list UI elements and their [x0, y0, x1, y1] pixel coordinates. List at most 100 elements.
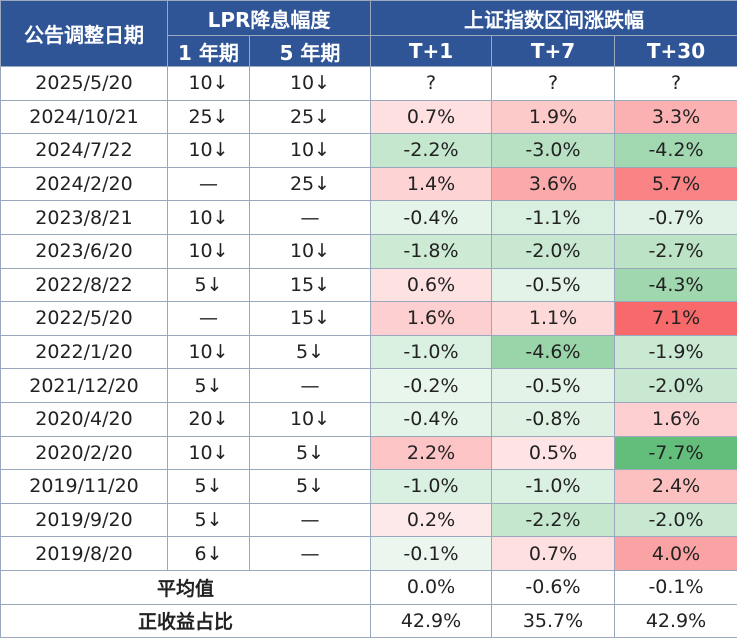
date-cell: 2020/2/20: [1, 436, 168, 470]
t7-cell: -2.2%: [492, 503, 615, 537]
t7-cell: -1.0%: [492, 470, 615, 504]
lpr-5y-cell: —: [250, 201, 371, 235]
header-lpr-1y: 1 年期: [168, 36, 250, 67]
lpr-5y-cell: 15↓: [250, 302, 371, 336]
date-cell: 2022/1/20: [1, 335, 168, 369]
positive-ratio-t30: 42.9%: [615, 604, 737, 638]
t30-cell: -2.7%: [615, 234, 737, 268]
t7-cell: -2.0%: [492, 234, 615, 268]
average-t1: 0.0%: [371, 570, 492, 604]
t1-cell: 2.2%: [371, 436, 492, 470]
header-date: 公告调整日期: [1, 1, 168, 67]
t30-cell: 2.4%: [615, 470, 737, 504]
lpr-5y-cell: 5↓: [250, 470, 371, 504]
lpr-5y-cell: 10↓: [250, 67, 371, 101]
summary-row-average: 平均值 0.0% -0.6% -0.1%: [1, 570, 737, 604]
header-t30: T+30: [615, 36, 737, 67]
lpr-5y-cell: —: [250, 503, 371, 537]
lpr-5y-cell: 10↓: [250, 234, 371, 268]
table-row: 2022/5/20—15↓1.6%1.1%7.1%: [1, 302, 737, 336]
average-label: 平均值: [1, 570, 371, 604]
lpr-1y-cell: 10↓: [168, 201, 250, 235]
t7-cell: -0.5%: [492, 369, 615, 403]
lpr-1y-cell: 10↓: [168, 335, 250, 369]
lpr-1y-cell: 5↓: [168, 470, 250, 504]
t7-cell: ?: [492, 67, 615, 101]
t7-cell: -3.0%: [492, 134, 615, 168]
t1-cell: 1.6%: [371, 302, 492, 336]
t30-cell: -4.2%: [615, 134, 737, 168]
t1-cell: 1.4%: [371, 167, 492, 201]
average-t7: -0.6%: [492, 570, 615, 604]
date-cell: 2023/6/20: [1, 234, 168, 268]
t7-cell: 0.7%: [492, 537, 615, 571]
t1-cell: -0.4%: [371, 201, 492, 235]
lpr-1y-cell: 5↓: [168, 268, 250, 302]
date-cell: 2021/12/20: [1, 369, 168, 403]
lpr-1y-cell: 6↓: [168, 537, 250, 571]
lpr-1y-cell: 10↓: [168, 67, 250, 101]
date-cell: 2020/4/20: [1, 402, 168, 436]
lpr-5y-cell: 10↓: [250, 134, 371, 168]
date-cell: 2024/7/22: [1, 134, 168, 168]
lpr-5y-cell: 25↓: [250, 100, 371, 134]
t30-cell: -2.0%: [615, 369, 737, 403]
t7-cell: -0.5%: [492, 268, 615, 302]
date-cell: 2023/8/21: [1, 201, 168, 235]
header-lpr-group: LPR降息幅度: [168, 1, 371, 36]
t30-cell: -0.7%: [615, 201, 737, 235]
t1-cell: -1.0%: [371, 335, 492, 369]
lpr-5y-cell: 5↓: [250, 436, 371, 470]
date-cell: 2025/5/20: [1, 67, 168, 101]
lpr-1y-cell: 10↓: [168, 234, 250, 268]
header-t1: T+1: [371, 36, 492, 67]
t7-cell: -0.8%: [492, 402, 615, 436]
t1-cell: -0.4%: [371, 402, 492, 436]
t7-cell: 3.6%: [492, 167, 615, 201]
header-t7: T+7: [492, 36, 615, 67]
t7-cell: 0.5%: [492, 436, 615, 470]
t7-cell: -4.6%: [492, 335, 615, 369]
t1-cell: -2.2%: [371, 134, 492, 168]
lpr-5y-cell: 25↓: [250, 167, 371, 201]
lpr-1y-cell: 10↓: [168, 436, 250, 470]
t1-cell: -1.0%: [371, 470, 492, 504]
lpr-1y-cell: 5↓: [168, 503, 250, 537]
positive-ratio-label: 正收益占比: [1, 604, 371, 638]
summary-row-positive-ratio: 正收益占比 42.9% 35.7% 42.9%: [1, 604, 737, 638]
lpr-1y-cell: —: [168, 302, 250, 336]
t30-cell: -4.3%: [615, 268, 737, 302]
date-cell: 2024/2/20: [1, 167, 168, 201]
t1-cell: -0.1%: [371, 537, 492, 571]
table-row: 2024/2/20—25↓1.4%3.6%5.7%: [1, 167, 737, 201]
t1-cell: -1.8%: [371, 234, 492, 268]
lpr-1y-cell: —: [168, 167, 250, 201]
lpr-5y-cell: —: [250, 537, 371, 571]
t7-cell: -1.1%: [492, 201, 615, 235]
t7-cell: 1.1%: [492, 302, 615, 336]
t30-cell: 5.7%: [615, 167, 737, 201]
t1-cell: ?: [371, 67, 492, 101]
t30-cell: -7.7%: [615, 436, 737, 470]
t1-cell: 0.7%: [371, 100, 492, 134]
lpr-1y-cell: 5↓: [168, 369, 250, 403]
average-t30: -0.1%: [615, 570, 737, 604]
lpr-1y-cell: 20↓: [168, 402, 250, 436]
t1-cell: 0.2%: [371, 503, 492, 537]
t30-cell: 3.3%: [615, 100, 737, 134]
t30-cell: -2.0%: [615, 503, 737, 537]
